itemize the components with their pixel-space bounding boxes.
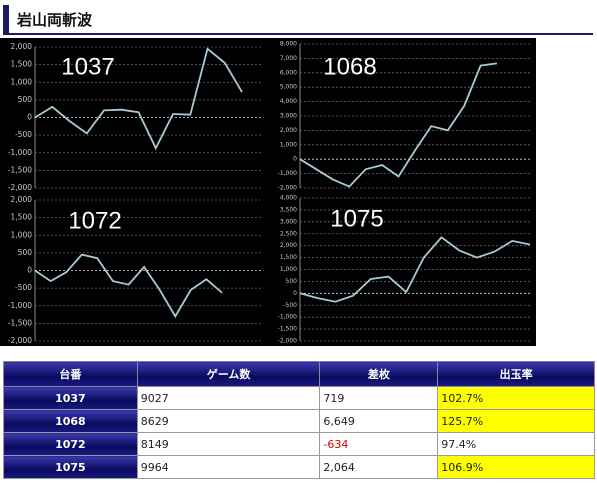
y-tick-label: -2,000 — [278, 185, 298, 192]
y-tick-label: 1,000 — [280, 266, 297, 273]
y-tick-label: -500 — [15, 130, 32, 139]
machine-number: 1075 — [3, 455, 138, 479]
chart-title: 1037 — [61, 53, 114, 80]
y-tick-label: 1,000 — [280, 141, 297, 148]
y-tick-label: 0 — [27, 113, 32, 122]
header-bar — [3, 5, 9, 33]
table-cell: 9027 — [136, 386, 321, 410]
y-tick-label: -1,500 — [8, 318, 32, 327]
y-tick-label: 0 — [293, 156, 297, 163]
table-cell: 719 — [319, 386, 439, 410]
y-tick-label: -1,500 — [278, 326, 298, 333]
y-tick-label: -500 — [15, 283, 32, 292]
column-header: 差枚 — [319, 361, 439, 387]
y-tick-label: -2,000 — [8, 336, 32, 345]
machine-number: 1068 — [3, 409, 138, 433]
y-tick-label: 6,000 — [280, 69, 297, 76]
y-tick-label: 1,500 — [280, 254, 297, 261]
y-tick-label: 500 — [18, 248, 33, 257]
charts: 2,000 1,500 1,000 500 0 -500 -1,000 -1,500 -2,00… — [0, 38, 536, 346]
chart-background — [0, 38, 536, 346]
data-line — [34, 253, 223, 319]
y-tick-label: 2,000 — [11, 195, 33, 204]
data-line — [299, 62, 498, 188]
y-tick-label: 5,000 — [280, 84, 297, 91]
y-tick-label: -1,000 — [278, 170, 298, 177]
header-row: 台番 ゲーム数 差枚 出玉率 — [3, 361, 595, 387]
table-cell: 106.9% — [437, 455, 595, 479]
table-cell: 2,064 — [319, 455, 439, 479]
column-header: 台番 — [3, 361, 138, 387]
y-tick-label: -1,000 — [8, 148, 32, 157]
y-tick-label: 3,000 — [280, 113, 297, 120]
y-tick-label: 0 — [293, 290, 297, 297]
y-tick-label: -500 — [283, 302, 297, 309]
y-tick-label: -1,500 — [8, 165, 32, 174]
table-cell: 8629 — [136, 409, 321, 433]
machine-number: 1072 — [3, 432, 138, 456]
y-tick-label: 2,500 — [280, 230, 297, 237]
y-tick-label: 500 — [286, 278, 298, 285]
table-cell: 6,649 — [319, 409, 439, 433]
y-tick-label: -2,000 — [278, 338, 298, 345]
y-tick-label: 3,000 — [280, 218, 297, 225]
table-row: 1075 9964 2,064 106.9% — [3, 455, 595, 479]
column-header: ゲーム数 — [136, 361, 321, 387]
table-row: 1068 8629 6,649 125.7% — [3, 409, 595, 433]
table-cell: -634 — [319, 432, 439, 456]
table-row: 1072 8149 -634 97.4% — [3, 432, 595, 456]
y-tick-label: 500 — [18, 95, 33, 104]
table-cell: 8149 — [136, 432, 321, 456]
table-row: 1037 9027 719 102.7% — [3, 386, 595, 410]
y-tick-label: -2,000 — [8, 183, 32, 192]
y-tick-label: 1,500 — [11, 213, 33, 222]
y-tick-label: 7,000 — [280, 55, 297, 62]
y-tick-label: 1,000 — [11, 77, 33, 86]
y-tick-label: 1,000 — [11, 230, 33, 239]
y-tick-label: 3,500 — [280, 206, 297, 213]
data-line — [299, 236, 531, 303]
machine-number: 1037 — [3, 386, 138, 410]
header-title: 岩山両斬波 — [17, 11, 93, 29]
chart-title: 1075 — [330, 205, 383, 232]
y-tick-label: 4,000 — [280, 98, 297, 105]
table-cell: 97.4% — [437, 432, 595, 456]
data-table: 台番 ゲーム数 差枚 出玉率 1037 9027 719 102.7% 1068 8629… — [3, 361, 595, 479]
y-tick-label: -1,000 — [278, 314, 298, 321]
table-cell: 9964 — [136, 455, 321, 479]
y-tick-label: 2,000 — [280, 127, 297, 134]
page-header: 岩山両斬波 — [3, 5, 593, 35]
chart-title: 1068 — [323, 53, 376, 80]
y-tick-label: 4,000 — [280, 195, 297, 202]
y-tick-label: 2,000 — [280, 242, 297, 249]
data-line — [34, 47, 243, 151]
table-cell: 102.7% — [437, 386, 595, 410]
y-tick-label: 0 — [27, 266, 32, 275]
y-tick-label: 2,000 — [11, 42, 33, 51]
y-tick-label: -1,000 — [8, 301, 32, 310]
y-tick-label: 1,500 — [11, 60, 33, 69]
chart-title: 1072 — [68, 207, 121, 234]
column-header: 出玉率 — [437, 361, 595, 387]
table-cell: 125.7% — [437, 409, 595, 433]
y-tick-label: 8,000 — [280, 41, 297, 48]
